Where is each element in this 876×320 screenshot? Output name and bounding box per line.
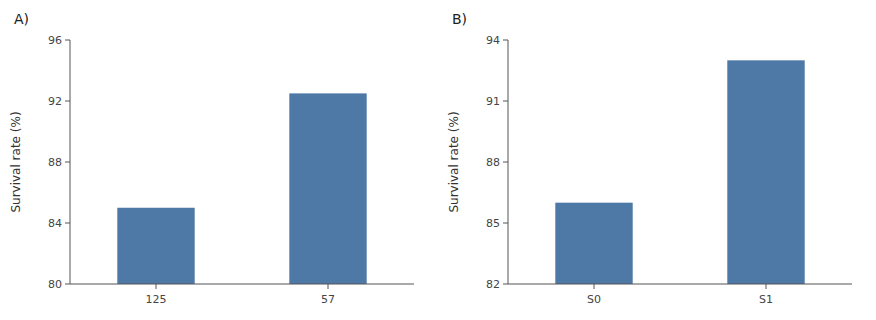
- y-tick-label: 92: [48, 95, 62, 108]
- panel-title: B): [452, 11, 467, 27]
- panel: A) Survival rate (%) 80 84 88 92 96 125 57: [9, 11, 414, 306]
- y-axis-line: [508, 40, 509, 284]
- y-tick-label: 88: [48, 156, 62, 169]
- y-tick-label: 84: [48, 217, 62, 230]
- y-tick-label: 88: [486, 156, 500, 169]
- chart-root: A) Survival rate (%) 80 84 88 92 96 125 57 B) Surv…: [0, 0, 876, 320]
- bar: [727, 60, 804, 284]
- x-tick-label: 57: [321, 293, 335, 306]
- x-tick-label: 125: [146, 293, 167, 306]
- bar: [117, 208, 194, 284]
- y-tick-label: 80: [48, 278, 62, 291]
- y-tick: [65, 223, 70, 224]
- x-axis-line: [508, 284, 852, 285]
- y-tick: [503, 101, 508, 102]
- y-axis-label: Survival rate (%): [9, 111, 23, 212]
- x-tick: [328, 284, 329, 289]
- y-tick-label: 96: [48, 34, 62, 47]
- y-tick-label: 94: [486, 34, 500, 47]
- x-tick: [156, 284, 157, 289]
- x-tick-label: S1: [759, 293, 773, 306]
- y-tick: [65, 101, 70, 102]
- y-tick-label: 82: [486, 278, 500, 291]
- y-tick: [65, 162, 70, 163]
- bar: [289, 93, 366, 284]
- y-tick: [503, 284, 508, 285]
- bars: [117, 93, 366, 284]
- x-tick-label: S0: [587, 293, 601, 306]
- y-tick-label: 91: [486, 95, 500, 108]
- bars: [555, 60, 804, 284]
- y-tick-label: 85: [486, 217, 500, 230]
- y-tick: [503, 223, 508, 224]
- x-tick: [766, 284, 767, 289]
- x-tick: [594, 284, 595, 289]
- chart-svg: A) Survival rate (%) 80 84 88 92 96 125 57 B) Surv…: [0, 0, 876, 320]
- y-tick: [503, 40, 508, 41]
- panel-title: A): [14, 11, 29, 27]
- y-tick: [65, 40, 70, 41]
- x-axis-line: [70, 284, 414, 285]
- bar: [555, 203, 632, 284]
- y-tick: [65, 284, 70, 285]
- y-axis-line: [70, 40, 71, 284]
- y-axis-label: Survival rate (%): [447, 111, 461, 212]
- panel: B) Survival rate (%) 82 85 88 91 94 S0 S1: [447, 11, 852, 306]
- y-tick: [503, 162, 508, 163]
